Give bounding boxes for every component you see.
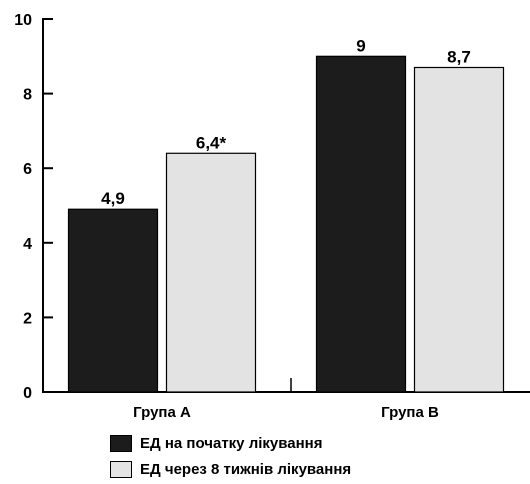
bar-series-2-0 [165,152,257,393]
y-tick-label: 2 [23,310,32,327]
data-label: 9 [356,36,365,55]
bar-series-1-0 [67,208,159,393]
y-tick-label: 8 [23,87,32,104]
legend-swatch-series-2 [110,460,132,478]
labels: 4,9 6,4* Група А 9 8,7 Група В [101,36,471,421]
bar-series-2-1 [413,66,505,393]
bars [67,55,505,393]
legend-label-series-1: ЕД на початку лікування [140,434,323,452]
x-category-label: Група А [133,404,191,421]
y-tick-label: 4 [23,236,32,253]
data-label: 8,7 [447,47,471,66]
y-tick-label: 0 [23,385,32,402]
legend-item-series-1: ЕД на початку лікування [110,432,351,454]
y-tick-label: 10 [14,12,32,29]
y-tick-label: 6 [23,161,32,178]
data-label: 6,4* [196,133,227,152]
bar-chart: 0 2 4 6 8 10 4,9 6,4* Група А 9 8,7 Група В [14,12,530,421]
legend-swatch-series-1 [110,434,132,452]
data-label: 4,9 [101,189,125,208]
legend-label-series-2: ЕД через 8 тижнів лікування [140,460,352,478]
legend-item-series-2: ЕД через 8 тижнів лікування [110,458,351,480]
bar-series-1-1 [315,55,407,393]
x-category-label: Група В [381,404,439,421]
legend: ЕД на початку лікування ЕД через 8 тижні… [110,432,351,484]
